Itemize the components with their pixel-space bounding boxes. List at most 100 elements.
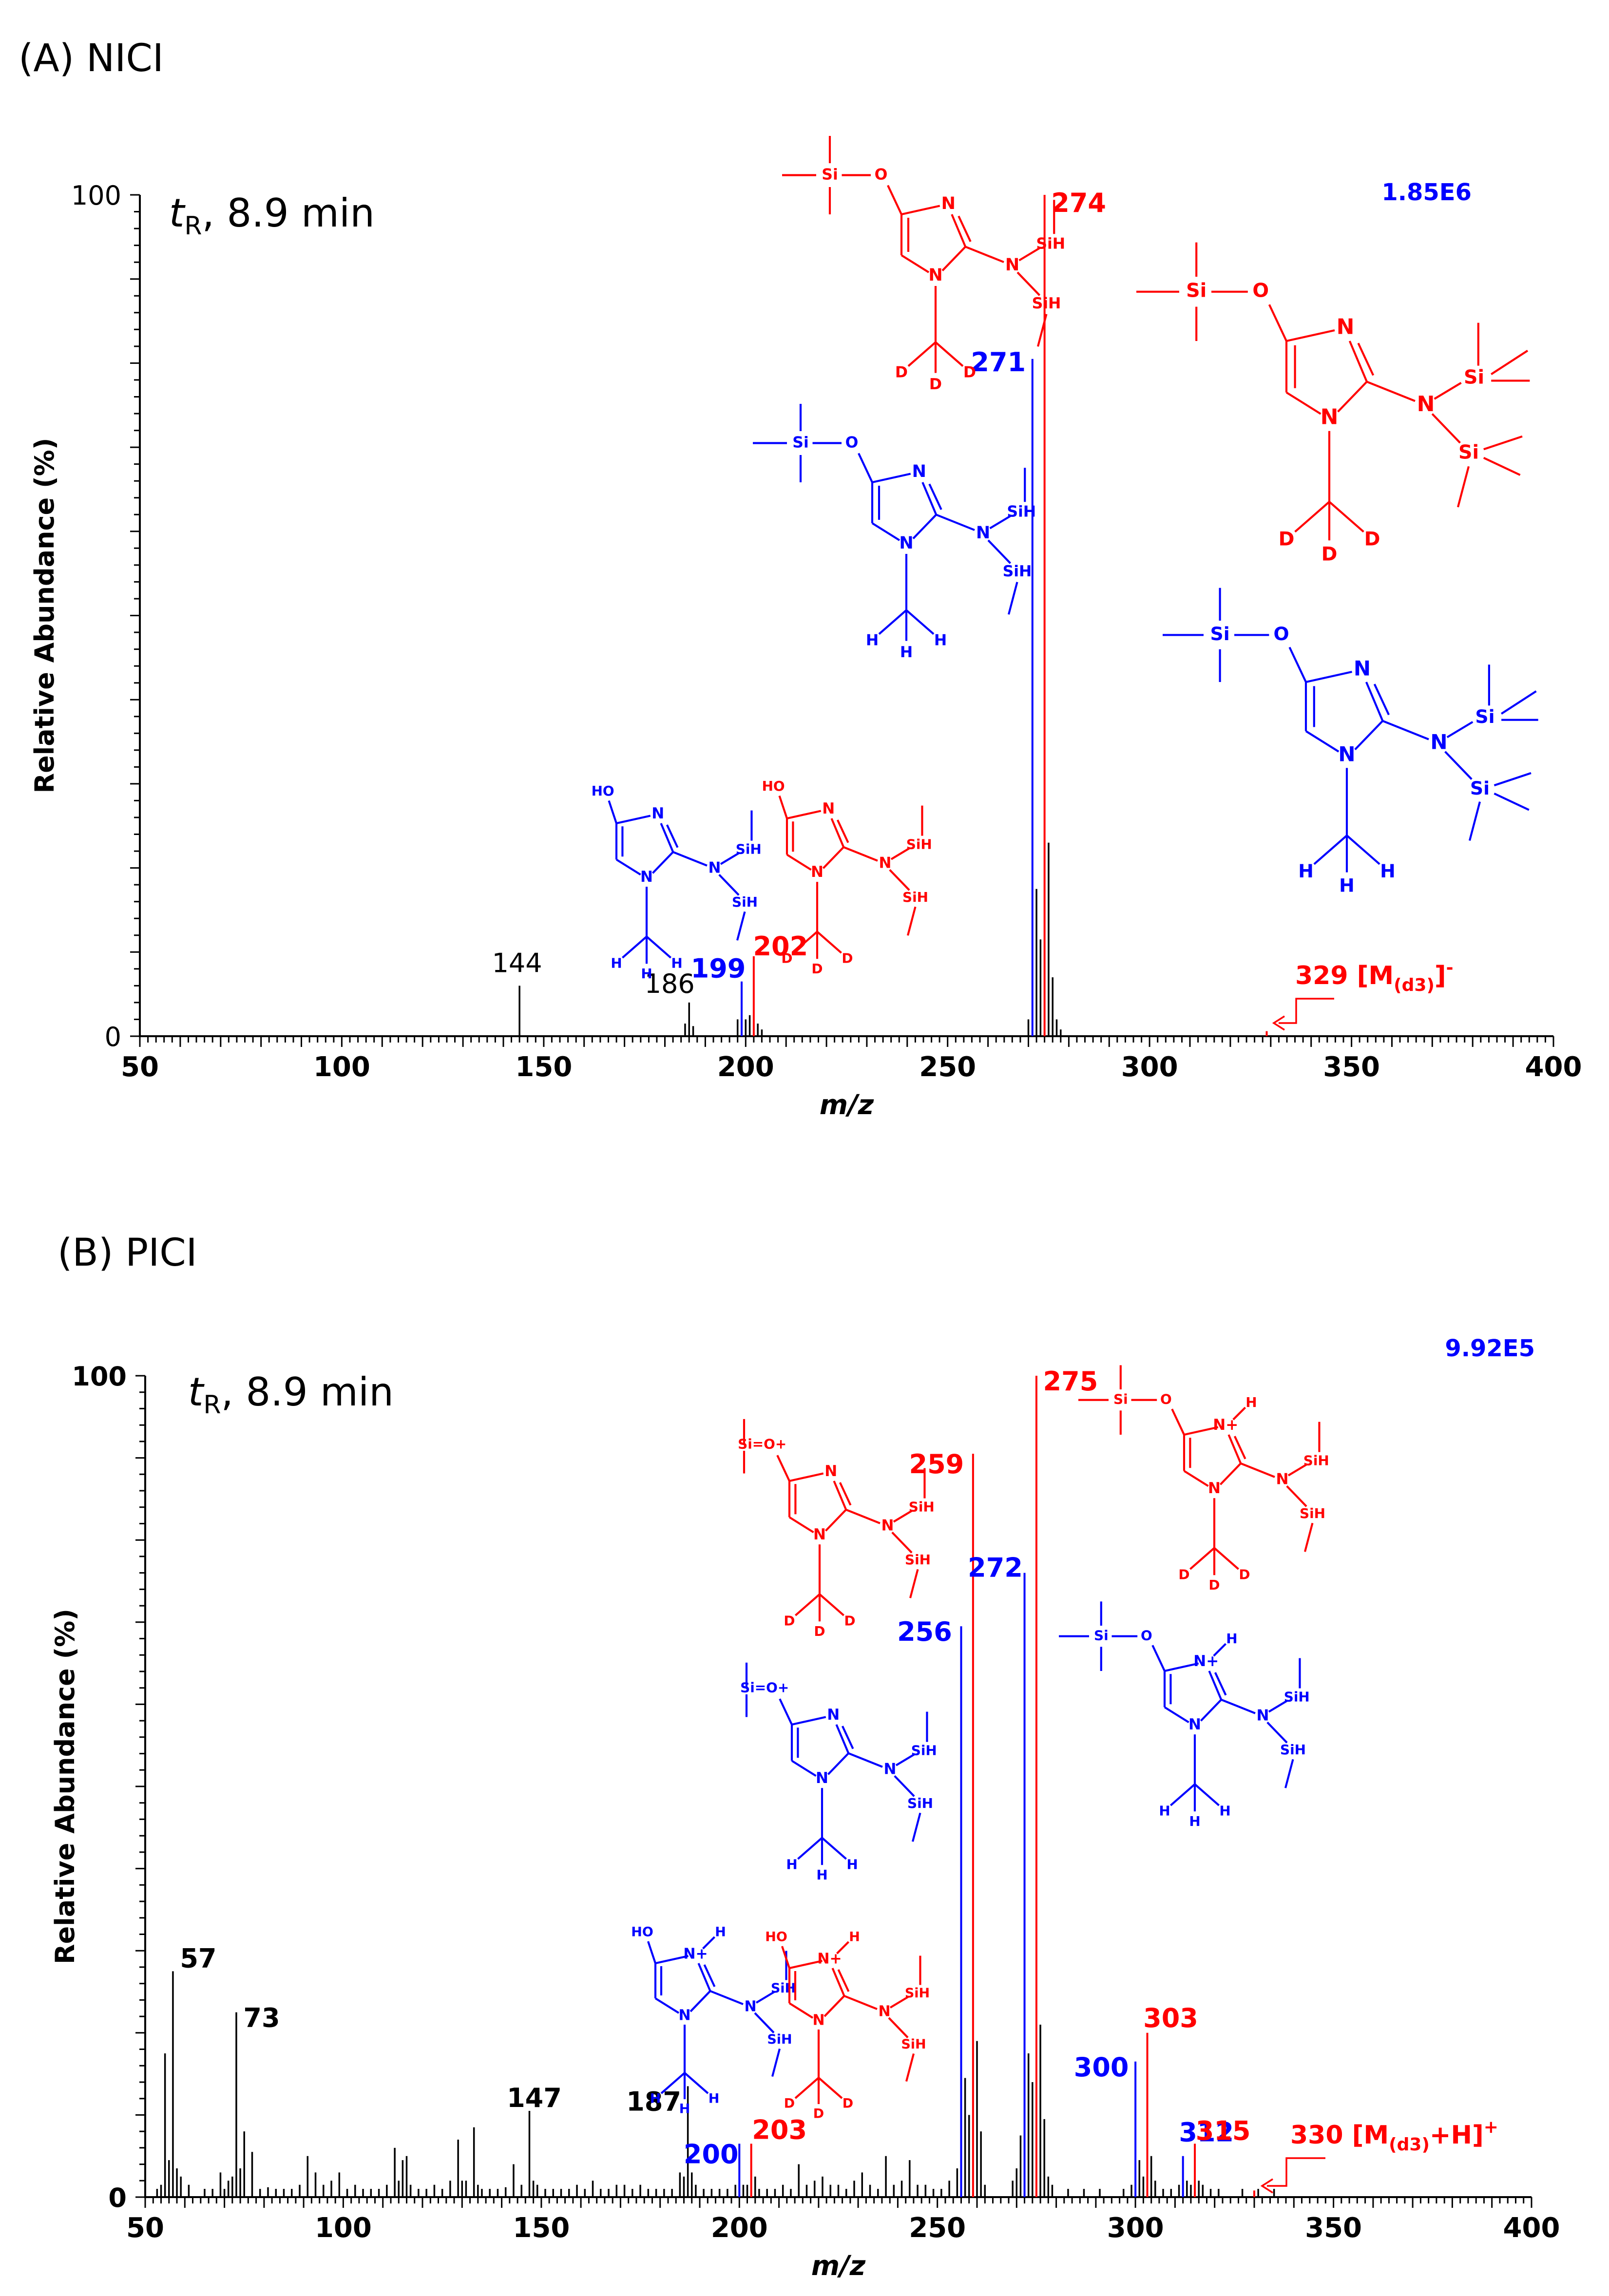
x-minor-ticks <box>144 2197 1532 2208</box>
atom-n-exo: N <box>878 2003 890 2020</box>
atom-si-ether: Si <box>1113 1391 1128 1407</box>
peak-label-275: 275 <box>1043 1366 1098 1397</box>
atom-h-nplus: H <box>1226 1631 1237 1647</box>
atom-end-3: D <box>811 961 823 977</box>
atom-n3: N <box>822 800 835 817</box>
atom-n1: N <box>816 1769 828 1787</box>
peak-label-274: 274 <box>1051 188 1106 218</box>
atom-end-2: D <box>963 364 976 381</box>
peak-label-200: 200 <box>684 2139 739 2169</box>
retention-time: tR, 8.9 min <box>188 1369 394 1420</box>
atom-n1: N <box>1338 742 1355 766</box>
atom-n-exo: N <box>1417 392 1435 417</box>
peak-label-271: 271 <box>971 347 1026 378</box>
atom-end-3: D <box>929 376 942 393</box>
atom-si-1: SiH <box>1036 235 1065 252</box>
atom-si-1: SiH <box>906 836 932 852</box>
peak-label-187: 187 <box>626 2086 681 2117</box>
atom-oh: HO <box>631 1925 653 1940</box>
axes <box>144 1376 1532 2198</box>
peak-label-57: 57 <box>180 1943 216 1973</box>
x-tick-label: 100 <box>315 2212 372 2244</box>
atom-o: O <box>1141 1628 1152 1644</box>
y-axis-label: Relative Abundance (%) <box>29 438 60 794</box>
x-axis-label: m/z <box>820 1089 874 1121</box>
retention-time: tR, 8.9 min <box>169 190 375 241</box>
atom-si-1: Si <box>1475 706 1494 727</box>
atom-end-2: D <box>843 2096 853 2111</box>
atom-n3: N <box>1337 315 1355 340</box>
y-tick-label: 100 <box>71 180 121 211</box>
pici-spectrum: (B) PICI tR, 8.9 min 9.92E5 50 100 150 200 250 3… <box>50 1231 1560 2282</box>
atom-n-exo: N <box>879 854 892 872</box>
atom-si-2: SiH <box>1003 563 1032 580</box>
atom-si-2: SiH <box>732 894 758 910</box>
atom-end-2: D <box>844 1613 855 1629</box>
atom-o: O <box>1252 279 1269 302</box>
x-tick-label: 50 <box>126 2212 164 2244</box>
atom-end-3: H <box>1339 875 1355 896</box>
structure-nici-red-274: N N N SiH SiH D D D O Si <box>782 136 1065 393</box>
atom-end-3: D <box>813 2106 824 2122</box>
scale-label: 9.92E5 <box>1445 1335 1535 1362</box>
atom-n-exo: N <box>1276 1471 1289 1488</box>
atom-n1: N <box>812 2012 824 2029</box>
atom-n1: N <box>899 533 913 553</box>
atom-si-1: SiH <box>905 1986 930 2001</box>
x-tick-label: 350 <box>1323 1051 1380 1083</box>
x-tick-label: 200 <box>717 1051 774 1083</box>
y-tick-label: 0 <box>105 1022 121 1052</box>
x-tick-label: 250 <box>919 1051 976 1083</box>
peak-label-202: 202 <box>753 931 808 962</box>
scale-label: 1.85E6 <box>1381 179 1472 206</box>
structure-nici-blue-271: N N N SiH SiH H H H O Si <box>753 404 1036 661</box>
atom-si-2: SiH <box>1280 1742 1306 1758</box>
x-tick-label: 50 <box>121 1051 159 1083</box>
structure-pici-red-259: N N N SiH SiH D D D Si=O+ <box>738 1419 935 1639</box>
atom-si-2: SiH <box>1032 295 1061 312</box>
structure-nici-blue-small: N N N SiH SiH H H H HO <box>592 783 762 982</box>
atom-n1: N <box>678 2007 690 2024</box>
atom-si-2: SiH <box>907 1795 933 1811</box>
atom-n-exo: N <box>1430 730 1447 754</box>
annotation-arrowhead <box>1260 2178 1273 2194</box>
atom-end-1: D <box>895 364 908 381</box>
atom-n-exo: N <box>1005 255 1019 275</box>
x-tick-label: 300 <box>1121 1051 1178 1083</box>
atom-end-1: D <box>784 2096 795 2111</box>
atom-h-nplus: H <box>849 1930 860 1945</box>
atom-n1: N <box>811 863 824 881</box>
atom-end-1: H <box>866 632 879 649</box>
atom-end-2: H <box>709 2091 720 2106</box>
atom-end-2: D <box>1239 1566 1250 1582</box>
atom-si-ether: Si <box>1094 1628 1109 1644</box>
atom-o: O <box>845 434 859 452</box>
atom-o: O <box>1274 623 1289 645</box>
atom-si-ether: Si <box>792 434 808 452</box>
atom-si-oxonium: Si=O+ <box>740 1680 789 1696</box>
peak-label-259: 259 <box>909 1449 964 1480</box>
peak-label-186: 186 <box>645 968 695 999</box>
atom-end-2: D <box>842 950 853 966</box>
peak-label-199: 199 <box>691 953 746 984</box>
peak-label-300: 300 <box>1074 2052 1129 2083</box>
atom-end-2: H <box>846 1856 858 1872</box>
y-axis-label: Relative Abundance (%) <box>50 1609 80 1964</box>
atom-si-2: SiH <box>902 889 928 905</box>
atom-si-ether: Si <box>1186 279 1207 302</box>
peak-label-73: 73 <box>243 2003 280 2033</box>
atom-si-2: SiH <box>901 2037 926 2052</box>
atom-n3: N <box>651 805 664 822</box>
molecular-ion-annotation: 330 [M(d3)+H]+ <box>1290 2117 1498 2155</box>
atom-n3: N <box>912 462 926 481</box>
atom-n1: N <box>1321 404 1339 429</box>
x-tick-label: 200 <box>711 2212 768 2244</box>
x-tick-label: 250 <box>909 2212 966 2244</box>
atom-si-2: SiH <box>1300 1505 1325 1521</box>
atom-end-3: H <box>816 1867 827 1883</box>
x-tick-label: 400 <box>1503 2212 1560 2244</box>
atom-end-3: H <box>679 2102 690 2117</box>
atom-n-exo: N <box>976 523 990 543</box>
atom-si-1: SiH <box>909 1499 935 1515</box>
x-tick-label: 300 <box>1107 2212 1164 2244</box>
